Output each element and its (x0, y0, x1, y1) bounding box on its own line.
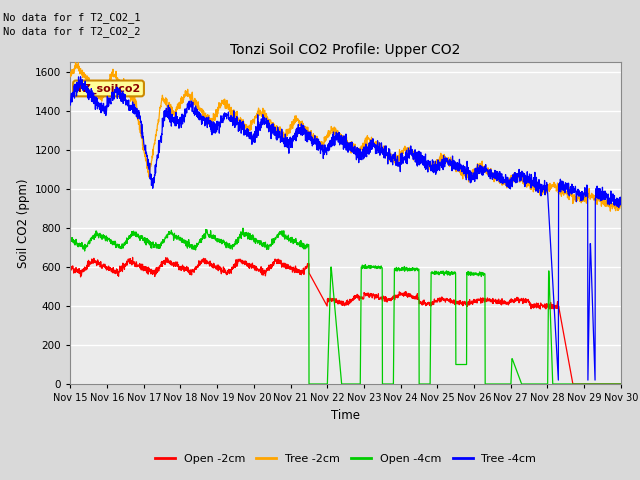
Y-axis label: Soil CO2 (ppm): Soil CO2 (ppm) (17, 179, 29, 268)
Text: TZ_soilco2: TZ_soilco2 (76, 84, 141, 94)
X-axis label: Time: Time (331, 408, 360, 421)
Text: No data for f T2_CO2_2: No data for f T2_CO2_2 (3, 26, 141, 37)
Text: No data for f T2_CO2_1: No data for f T2_CO2_1 (3, 12, 141, 23)
Legend: Open -2cm, Tree -2cm, Open -4cm, Tree -4cm: Open -2cm, Tree -2cm, Open -4cm, Tree -4… (150, 450, 541, 468)
Title: Tonzi Soil CO2 Profile: Upper CO2: Tonzi Soil CO2 Profile: Upper CO2 (230, 43, 461, 57)
